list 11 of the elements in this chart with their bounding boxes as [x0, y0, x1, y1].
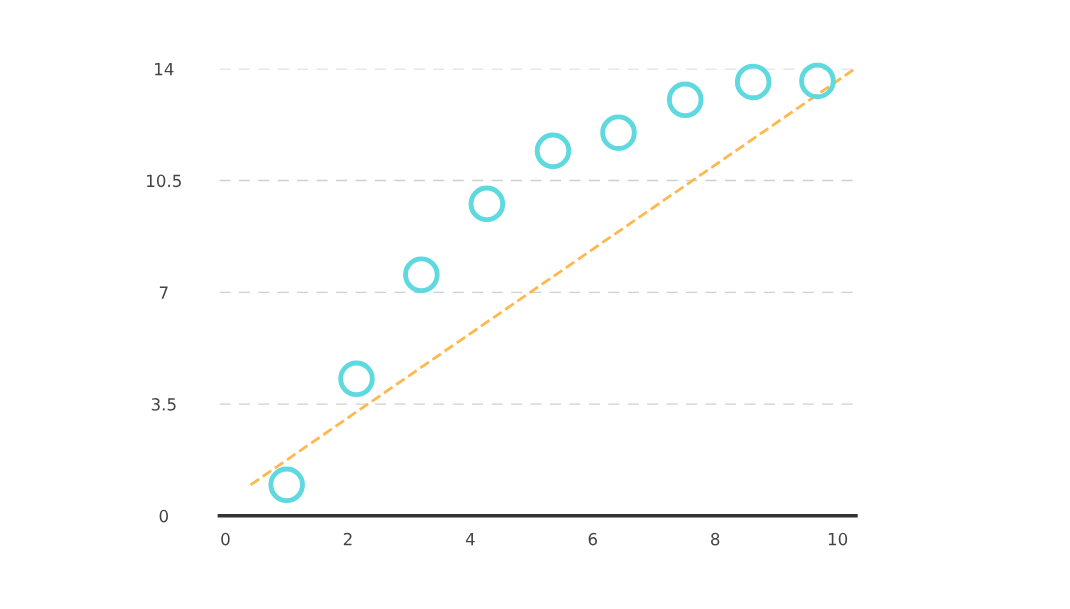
y-tick-label: 7: [159, 286, 168, 299]
y-tick-label: 10.5: [147, 174, 181, 188]
y-tick-label: 14: [155, 63, 174, 76]
x-tick-label: 10: [828, 532, 848, 546]
x-tick-label: 0: [221, 532, 230, 546]
x-tick-label: 6: [588, 532, 598, 546]
y-tick-label: 3.5: [151, 398, 176, 411]
x-tick-label: 4: [465, 533, 475, 546]
x-tick-label: 2: [343, 532, 352, 546]
y-tick-label: 0: [159, 509, 168, 523]
x-tick-label: 8: [711, 532, 720, 546]
